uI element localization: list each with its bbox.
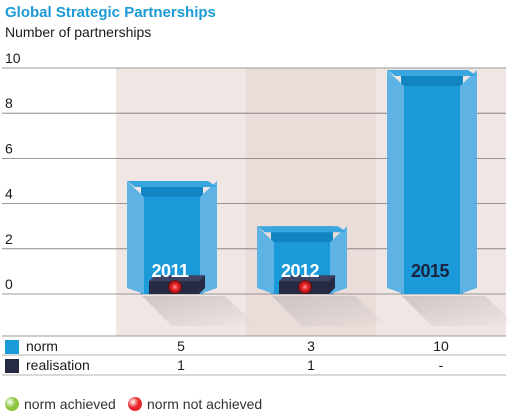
bar-shadow <box>272 296 387 326</box>
category-label: 2011 <box>151 261 189 281</box>
y-tick-label: 8 <box>5 95 13 111</box>
table-row-label: norm <box>26 338 58 354</box>
bar-top-rim <box>257 226 347 233</box>
status-dot <box>298 280 312 294</box>
realisation-top <box>149 275 205 282</box>
legend-item: norm achieved <box>5 396 116 412</box>
column-band <box>246 68 376 336</box>
legend-swatch-realisation <box>5 359 19 373</box>
bar-shadow <box>142 296 257 326</box>
legend-item: norm not achieved <box>128 396 262 412</box>
norm-bar-2015 <box>404 86 460 294</box>
realisation-top <box>279 275 335 282</box>
category-label: 2015 <box>411 261 450 281</box>
table-cell: 10 <box>433 338 449 354</box>
bar-left-wall <box>257 226 274 294</box>
table-cell: - <box>438 357 444 373</box>
y-tick-label: 6 <box>5 140 13 156</box>
status-dot <box>168 280 182 294</box>
y-tick-label: 4 <box>5 186 13 202</box>
bar-left-wall <box>387 70 404 294</box>
y-tick-label: 0 <box>5 276 13 292</box>
bar-shadow <box>402 296 512 326</box>
legend-dot-icon <box>128 397 142 411</box>
table-cell: 1 <box>307 357 315 373</box>
bar-top-rim <box>387 70 477 76</box>
table-cell: 1 <box>177 357 185 373</box>
legend-label: norm achieved <box>24 396 116 412</box>
table-cell: 3 <box>307 338 315 354</box>
legend-swatch-norm <box>5 340 19 354</box>
bar-left-wall <box>127 181 144 294</box>
table-cell: 5 <box>177 338 185 354</box>
bar-top-rim <box>127 181 217 187</box>
chart-subtitle: Number of partnerships <box>5 24 152 40</box>
y-tick-label: 2 <box>5 231 13 247</box>
bar-right-wall <box>200 181 217 294</box>
legend-label: norm not achieved <box>147 396 263 412</box>
bar-right-wall <box>460 70 477 294</box>
category-label: 2012 <box>281 261 320 281</box>
y-tick-label: 10 <box>5 50 21 66</box>
chart-title: Global Strategic Partnerships <box>5 4 216 21</box>
legend-dot-icon <box>5 397 19 411</box>
table-row-label: realisation <box>26 357 90 373</box>
